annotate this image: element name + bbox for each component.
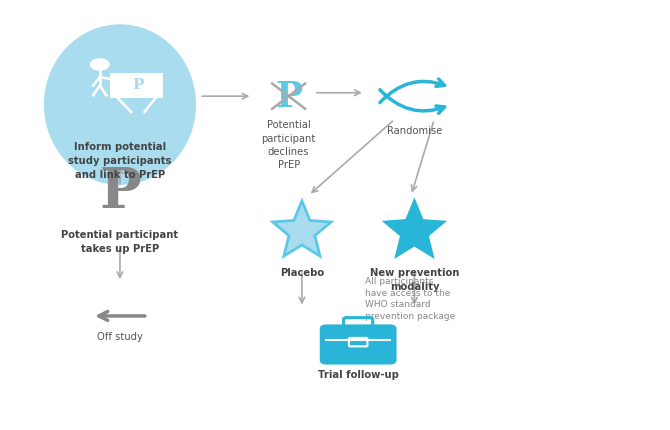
Text: Potential participant
takes up PrEP: Potential participant takes up PrEP — [62, 230, 178, 254]
Text: New prevention
modality: New prevention modality — [370, 268, 459, 291]
Ellipse shape — [44, 25, 196, 185]
Text: Trial follow-up: Trial follow-up — [318, 369, 399, 379]
Text: P: P — [275, 80, 302, 114]
Text: Inform potential
study participants
and link to PrEP: Inform potential study participants and … — [68, 141, 172, 179]
Text: All participants
have access to the
WHO standard
prevention package: All participants have access to the WHO … — [364, 276, 455, 320]
Text: Potential
participant
declines
PrEP: Potential participant declines PrEP — [261, 120, 316, 169]
Text: Randomise: Randomise — [387, 126, 442, 135]
Text: P: P — [132, 78, 143, 92]
Circle shape — [90, 59, 110, 72]
FancyBboxPatch shape — [111, 74, 163, 99]
Text: Off study: Off study — [97, 331, 143, 341]
Text: P: P — [99, 164, 141, 219]
Text: Placebo: Placebo — [280, 268, 324, 278]
Polygon shape — [385, 202, 444, 256]
FancyBboxPatch shape — [320, 325, 397, 365]
Polygon shape — [273, 202, 331, 256]
